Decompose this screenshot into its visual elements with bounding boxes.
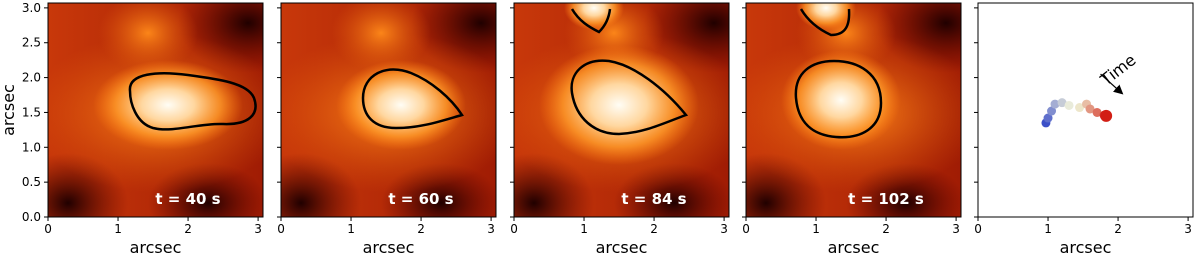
- x-tick-label: 1: [1044, 222, 1052, 236]
- x-tick-label: 1: [580, 222, 588, 236]
- x-tick-label: 2: [882, 222, 890, 236]
- x-tick-label: 2: [650, 222, 658, 236]
- x-axis-label: arcsec: [596, 238, 648, 257]
- x-axis-label: arcsec: [130, 238, 182, 257]
- x-tick-label: 1: [347, 222, 355, 236]
- contour: [794, 59, 883, 139]
- heatmap: [746, 3, 961, 217]
- axes-frame: [47, 2, 264, 218]
- x-axis-label: arcsec: [828, 238, 880, 257]
- x-axis-label: arcsec: [363, 238, 415, 257]
- axes-frame: [513, 2, 730, 218]
- annotation: t = 102 s: [848, 190, 924, 208]
- contour: [128, 72, 257, 131]
- contour: [361, 68, 464, 130]
- time-arrow: [1100, 73, 1124, 95]
- panel: t = 84 s 0 1 2 3 arcsec: [510, 2, 730, 257]
- bright-region: [336, 60, 466, 150]
- trajectory-point: [1050, 99, 1060, 109]
- axes-frame: [745, 2, 962, 218]
- bright-region: [539, 45, 699, 165]
- y-tick-label: 2.5: [22, 36, 41, 50]
- contour: [570, 59, 689, 136]
- panel: Time 0 1 2 3 arcsec: [974, 2, 1194, 257]
- trajectory-point: [1100, 109, 1113, 122]
- panel: t = 102 s 0 1 2 3 arcsec: [742, 2, 962, 257]
- x-tick-label: 2: [417, 222, 425, 236]
- trajectory-point: [1047, 106, 1057, 116]
- heatmap: Time: [1041, 50, 1139, 128]
- annotation: Time: [1096, 50, 1139, 90]
- glow: [98, 3, 198, 73]
- y-tick-label: 2.0: [22, 71, 41, 85]
- axes-frame: [280, 2, 497, 218]
- trajectory-point: [1085, 104, 1095, 114]
- annotation: t = 40 s: [155, 190, 220, 208]
- x-tick-label: 0: [974, 222, 982, 236]
- contour: [799, 8, 851, 37]
- panel: t = 40 s 0 1 2 3 0.0 0.5 1.0 1.5 2.0 2.5 3.0 arcsec a…: [0, 1, 264, 257]
- annotation: t = 60 s: [388, 190, 453, 208]
- x-tick-label: 3: [720, 222, 728, 236]
- y-tick-label: 0.0: [22, 210, 41, 224]
- axes-frame: [977, 2, 1194, 218]
- x-tick-label: 0: [510, 222, 518, 236]
- trajectory-point: [1064, 100, 1074, 110]
- heatmap: [48, 3, 263, 217]
- x-axis-label: arcsec: [1060, 238, 1112, 257]
- x-tick-label: 3: [1184, 222, 1192, 236]
- trajectory-point: [1043, 113, 1053, 123]
- heatmap: [514, 3, 729, 217]
- x-tick-label: 0: [742, 222, 750, 236]
- x-tick-label: 3: [254, 222, 262, 236]
- y-tick-label: 0.5: [22, 175, 41, 189]
- y-tick-label: 3.0: [22, 1, 41, 15]
- heatmap: [281, 3, 496, 217]
- bright-region: [781, 50, 901, 150]
- trajectory-point: [1092, 107, 1102, 117]
- y-tick-label: 1.5: [22, 105, 41, 119]
- panel: t = 60 s 0 1 2 3 arcsec: [277, 2, 497, 257]
- x-tick-label: 1: [114, 222, 122, 236]
- x-tick-label: 1: [812, 222, 820, 236]
- x-tick-label: 0: [44, 222, 52, 236]
- glow: [331, 3, 431, 73]
- y-axis-label: arcsec: [0, 84, 18, 136]
- trajectory-point: [1057, 98, 1067, 108]
- x-tick-label: 3: [952, 222, 960, 236]
- annotation: t = 84 s: [621, 190, 686, 208]
- trajectory-point: [1075, 103, 1085, 113]
- y-tick-label: 1.0: [22, 140, 41, 154]
- x-tick-label: 2: [184, 222, 192, 236]
- x-tick-label: 2: [1114, 222, 1122, 236]
- x-tick-label: 3: [487, 222, 495, 236]
- x-tick-label: 0: [277, 222, 285, 236]
- contour: [570, 8, 612, 34]
